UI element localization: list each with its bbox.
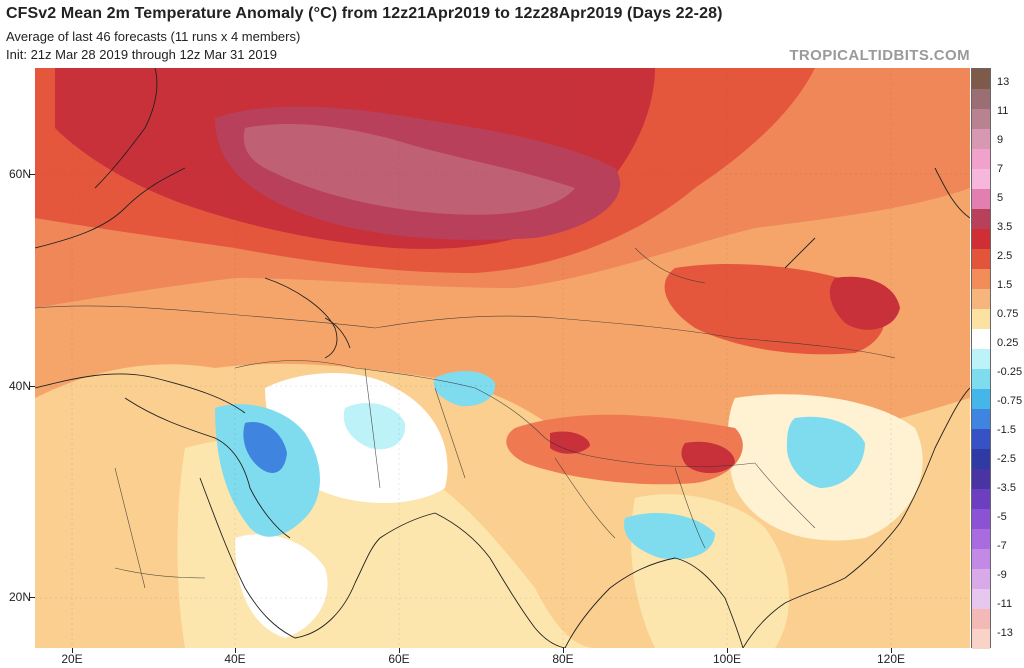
colorbar-swatch (972, 229, 990, 249)
brand-watermark: TROPICALTIDBITS.COM (789, 47, 970, 64)
colorbar-swatch (972, 69, 990, 89)
lon-tick-60e (399, 648, 400, 653)
iran-cool (343, 403, 406, 450)
iraq-cold (243, 422, 287, 473)
lon-label-80e: 80E (552, 652, 574, 666)
colorbar-label: 11 (997, 105, 1009, 117)
borders (35, 247, 896, 589)
colorbar-label: -7 (997, 540, 1007, 552)
lon-label-120e: 120E (876, 652, 906, 666)
lon-tick-20e (72, 648, 73, 653)
colorbar-label: -1.5 (997, 424, 1016, 436)
graticule (35, 68, 970, 648)
colorbar-swatch (972, 549, 990, 569)
colorbar-label: 2.5 (997, 250, 1013, 262)
colorbar-swatch (972, 429, 990, 449)
anomaly-map-svg (35, 68, 970, 648)
colorbar-label: -2.5 (997, 453, 1016, 465)
colorbar-swatch (972, 89, 990, 109)
colorbar-swatch (972, 609, 990, 629)
colorbar-label: 3.5 (997, 221, 1013, 233)
colorbar-label: -3.5 (997, 482, 1016, 494)
colorbar-label: 13 (997, 76, 1010, 88)
colorbar-label: 0.25 (997, 337, 1019, 349)
lon-label-20e: 20E (61, 652, 83, 666)
map-title: CFSv2 Mean 2m Temperature Anomaly (°C) f… (6, 5, 723, 22)
lon-label-60e: 60E (388, 652, 410, 666)
colorbar-swatch (972, 569, 990, 589)
colorbar-swatch (972, 389, 990, 409)
colorbar-label: -9 (997, 569, 1007, 581)
colorbar-swatch (972, 369, 990, 389)
colorbar-swatch (972, 149, 990, 169)
colorbar-swatch (972, 209, 990, 229)
colorbar-label: -11 (997, 598, 1013, 610)
lon-tick-100e (727, 648, 728, 653)
colorbar-swatch (972, 509, 990, 529)
kashmir-hot (550, 431, 590, 454)
siberia-core (243, 123, 575, 215)
colorbar-swatch (972, 349, 990, 369)
bengal-cool (624, 513, 715, 560)
colorbar-swatch (972, 289, 990, 309)
colorbar-label: 7 (997, 163, 1004, 175)
coastlines (35, 68, 970, 648)
lat-tick-20n (30, 597, 35, 598)
lat-label-40n: 40N (8, 379, 31, 393)
lat-tick-60n (30, 174, 35, 175)
colorbar-swatch (972, 269, 990, 289)
colorbar-swatch (972, 309, 990, 329)
manchuria-hot (829, 276, 900, 330)
arabia-white (235, 534, 328, 638)
lat-tick-40n (30, 386, 35, 387)
colorbar-swatch (972, 169, 990, 189)
colorbar-swatch (972, 329, 990, 349)
colorbar-swatch (972, 589, 990, 609)
colorbar-swatch (972, 129, 990, 149)
colorbar (971, 68, 991, 649)
colorbar-label: -0.75 (997, 395, 1023, 407)
colorbar-swatch (972, 189, 990, 209)
anomaly-map (35, 68, 970, 648)
colorbar-label: -13 (997, 627, 1013, 639)
lon-tick-40e (235, 648, 236, 653)
colorbar-label: 9 (997, 134, 1004, 146)
colorbar-label: 1.5 (997, 279, 1013, 291)
colorbar-label: -5 (997, 511, 1007, 523)
colorbar-swatch (972, 469, 990, 489)
mongolia-warm (664, 263, 885, 355)
colorbar-label: 0.75 (997, 308, 1019, 320)
tibet-hot (681, 441, 735, 474)
colorbar-label: -0.25 (997, 366, 1023, 378)
china-cool (786, 416, 865, 488)
lon-label-40e: 40E (224, 652, 246, 666)
colorbar-swatch (972, 529, 990, 549)
colorbar-swatch (972, 489, 990, 509)
afghan-cool (433, 371, 496, 407)
colorbar-swatch (972, 449, 990, 469)
lon-tick-120e (891, 648, 892, 653)
colorbar-swatch (972, 409, 990, 429)
lat-label-60n: 60N (8, 167, 31, 181)
map-subtitle-forecasts: Average of last 46 forecasts (11 runs x … (6, 29, 301, 44)
map-subtitle-init: Init: 21z Mar 28 2019 through 12z Mar 31… (6, 47, 278, 62)
colorbar-label: 5 (997, 192, 1004, 204)
lat-label-20n: 20N (8, 590, 31, 604)
colorbar-swatch (972, 109, 990, 129)
lon-tick-80e (563, 648, 564, 653)
colorbar-swatch (972, 249, 990, 269)
colorbar-swatch (972, 629, 990, 649)
lon-label-100e: 100E (712, 652, 742, 666)
